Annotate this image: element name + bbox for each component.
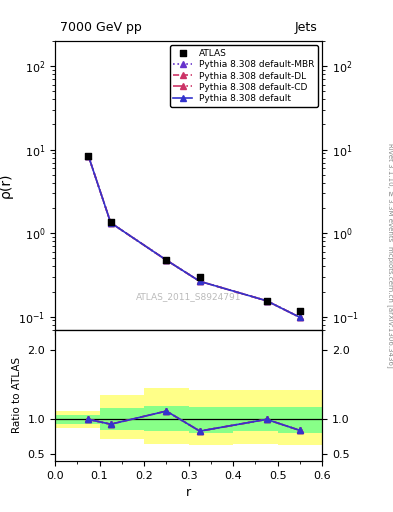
Pythia 8.308 default-MBR [86, 153, 91, 159]
Pythia 8.308 default-DL [108, 220, 113, 226]
Pythia 8.308 default-CD [264, 297, 269, 304]
Legend: ATLAS, Pythia 8.308 default-MBR, Pythia 8.308 default-DL, Pythia 8.308 default-C: ATLAS, Pythia 8.308 default-MBR, Pythia … [170, 46, 318, 106]
Text: Rivet 3.1.10, ≥ 3.3M events: Rivet 3.1.10, ≥ 3.3M events [387, 143, 393, 242]
Pythia 8.308 default-DL [86, 153, 91, 159]
Line: Pythia 8.308 default: Pythia 8.308 default [86, 153, 303, 320]
Pythia 8.308 default [197, 278, 202, 284]
ATLAS [163, 255, 169, 264]
Pythia 8.308 default [108, 220, 113, 226]
Y-axis label: Ratio to ATLAS: Ratio to ATLAS [12, 357, 22, 433]
Pythia 8.308 default [264, 297, 269, 304]
Pythia 8.308 default-CD [108, 220, 113, 226]
Pythia 8.308 default-DL [197, 278, 202, 284]
Pythia 8.308 default-MBR [164, 257, 169, 263]
Pythia 8.308 default-MBR [197, 278, 202, 284]
Pythia 8.308 default-CD [164, 257, 169, 263]
Text: 7000 GeV pp: 7000 GeV pp [61, 21, 142, 34]
Pythia 8.308 default-DL [298, 314, 302, 321]
Pythia 8.308 default-MBR [298, 314, 302, 321]
Pythia 8.308 default-DL [164, 257, 169, 263]
Line: Pythia 8.308 default-MBR: Pythia 8.308 default-MBR [86, 153, 303, 320]
Pythia 8.308 default [164, 257, 169, 263]
X-axis label: r: r [186, 486, 191, 499]
Line: Pythia 8.308 default-CD: Pythia 8.308 default-CD [86, 153, 303, 320]
Text: ATLAS_2011_S8924791: ATLAS_2011_S8924791 [136, 292, 241, 301]
ATLAS [297, 307, 303, 315]
Text: Jets: Jets [294, 21, 317, 34]
ATLAS [85, 152, 92, 160]
Pythia 8.308 default-CD [197, 278, 202, 284]
Pythia 8.308 default-CD [86, 153, 91, 159]
Line: Pythia 8.308 default-DL: Pythia 8.308 default-DL [86, 153, 303, 320]
Pythia 8.308 default-DL [264, 297, 269, 304]
Pythia 8.308 default [86, 153, 91, 159]
Pythia 8.308 default-MBR [264, 297, 269, 304]
ATLAS [263, 296, 270, 305]
Pythia 8.308 default [298, 314, 302, 321]
Pythia 8.308 default-CD [298, 314, 302, 321]
ATLAS [108, 218, 114, 226]
ATLAS [196, 273, 203, 282]
Pythia 8.308 default-MBR [108, 220, 113, 226]
Y-axis label: ρ(r): ρ(r) [0, 173, 13, 198]
Text: mcplots.cern.ch [arXiv:1306.3436]: mcplots.cern.ch [arXiv:1306.3436] [387, 246, 393, 368]
